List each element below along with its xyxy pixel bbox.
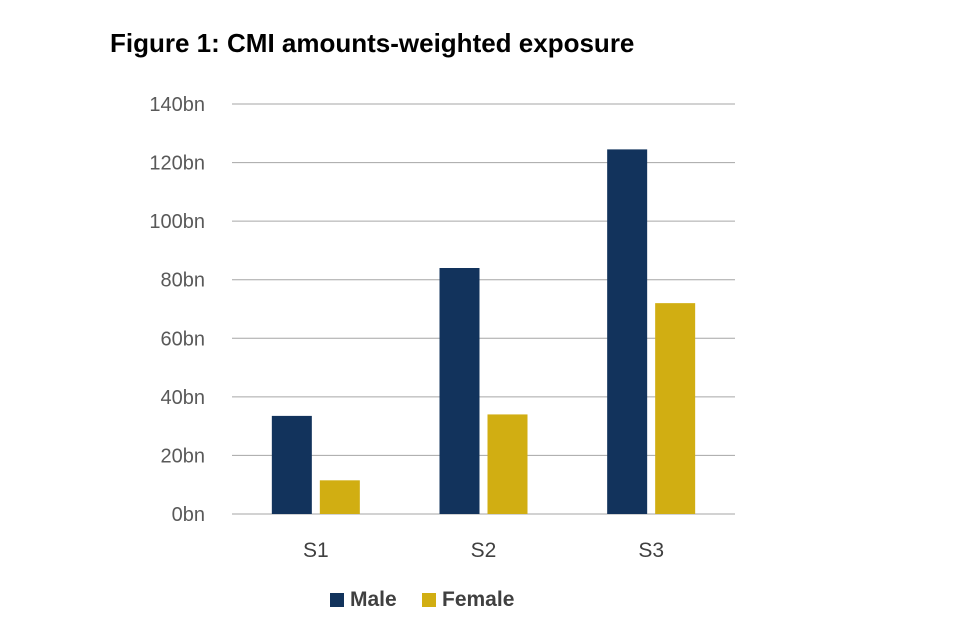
y-tick-label: 20bn: [161, 445, 206, 467]
bar-female-s1: [319, 480, 360, 514]
y-tick-label: 140bn: [149, 94, 205, 116]
bars: [271, 149, 696, 514]
chart-title: Figure 1: CMI amounts-weighted exposure: [110, 28, 635, 58]
legend: Male Female: [330, 588, 514, 611]
y-tick-label: 80bn: [161, 270, 206, 292]
legend-label-male: Male: [350, 588, 397, 611]
gridlines: [232, 103, 735, 515]
x-tick-label: S3: [638, 539, 664, 562]
bar-female-s2: [487, 414, 528, 514]
y-tick-label: 0bn: [172, 504, 205, 526]
bar-female-s3: [655, 303, 696, 514]
y-tick-label: 40bn: [161, 387, 206, 409]
legend-swatch-male: [330, 593, 344, 607]
y-axis: 0bn 20bn 40bn 60bn 80bn 100bn 120bn 140bn: [149, 94, 205, 526]
y-tick-label: 100bn: [149, 211, 205, 233]
bar-male-s2: [439, 268, 480, 514]
bar-male-s1: [271, 415, 312, 514]
legend-label-female: Female: [442, 588, 514, 611]
x-axis: S1 S2 S3: [303, 539, 664, 562]
y-tick-label: 120bn: [149, 153, 205, 175]
y-tick-label: 60bn: [161, 328, 206, 350]
x-tick-label: S1: [303, 539, 329, 562]
legend-swatch-female: [422, 593, 436, 607]
x-tick-label: S2: [471, 539, 497, 562]
bar-male-s3: [607, 149, 648, 514]
